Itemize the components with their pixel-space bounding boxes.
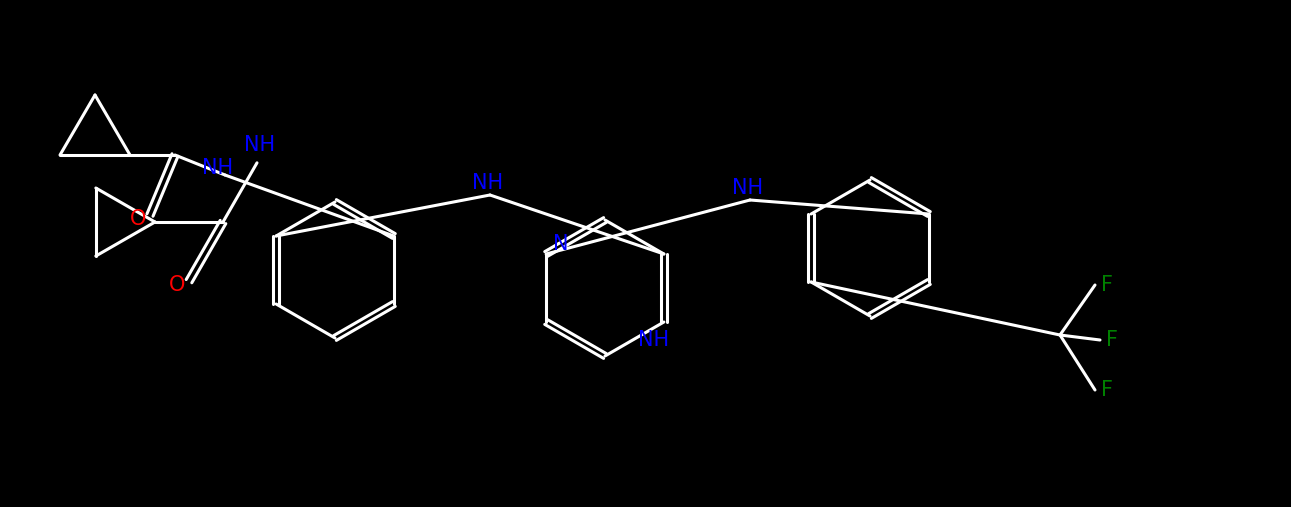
Text: F: F <box>1106 330 1118 350</box>
Text: NH: NH <box>203 158 234 178</box>
Text: N: N <box>554 234 569 254</box>
Text: NH: NH <box>732 178 763 198</box>
Text: F: F <box>1101 275 1113 295</box>
Text: O: O <box>169 275 185 295</box>
Text: NH: NH <box>244 135 275 155</box>
Text: O: O <box>130 209 146 229</box>
Text: NH: NH <box>638 330 670 350</box>
Text: NH: NH <box>473 173 503 193</box>
Text: F: F <box>1101 380 1113 400</box>
